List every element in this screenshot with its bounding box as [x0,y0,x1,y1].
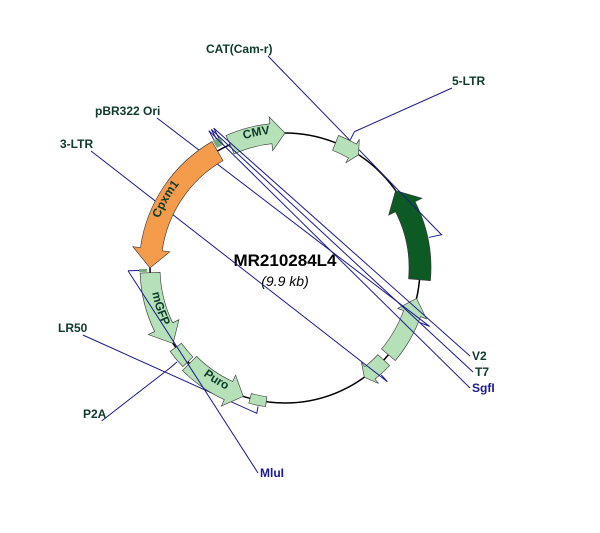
feature-label-pbr: pBR322 Ori [95,104,160,118]
feature-label-ltr3: 3-LTR [60,137,93,151]
feature-cat [389,191,431,281]
site-leader-mlui [128,271,258,473]
feature-ltr5 [333,135,360,162]
site-leader-v2 [214,128,470,356]
feature-label-p2a: P2A [83,407,107,421]
leader-p2a [102,362,177,421]
feature-label-cat: CAT(Cam-r) [206,42,272,56]
feature-cpxm1 [133,142,223,268]
leader-ltr3 [91,151,387,382]
feature-lr50 [249,394,267,407]
plasmid-map: MR210284L4 (9.9 kb) CAT(Cam-r) 5-LTR pBR322 … [0,0,600,533]
plasmid-size: (9.9 kb) [261,273,308,289]
site-label-t7: T7 [475,365,489,379]
plasmid-name: MR210284L4 [233,251,337,270]
leader-ltr5 [350,88,452,140]
site-label-v2: V2 [472,349,487,363]
feature-label-ltr5: 5-LTR [452,74,485,88]
site-label-sgfi: SgfI [472,381,495,395]
feature-label-lr50: LR50 [58,321,88,335]
leader-pbr [157,118,430,326]
site-label-mlui: MluI [260,466,284,480]
